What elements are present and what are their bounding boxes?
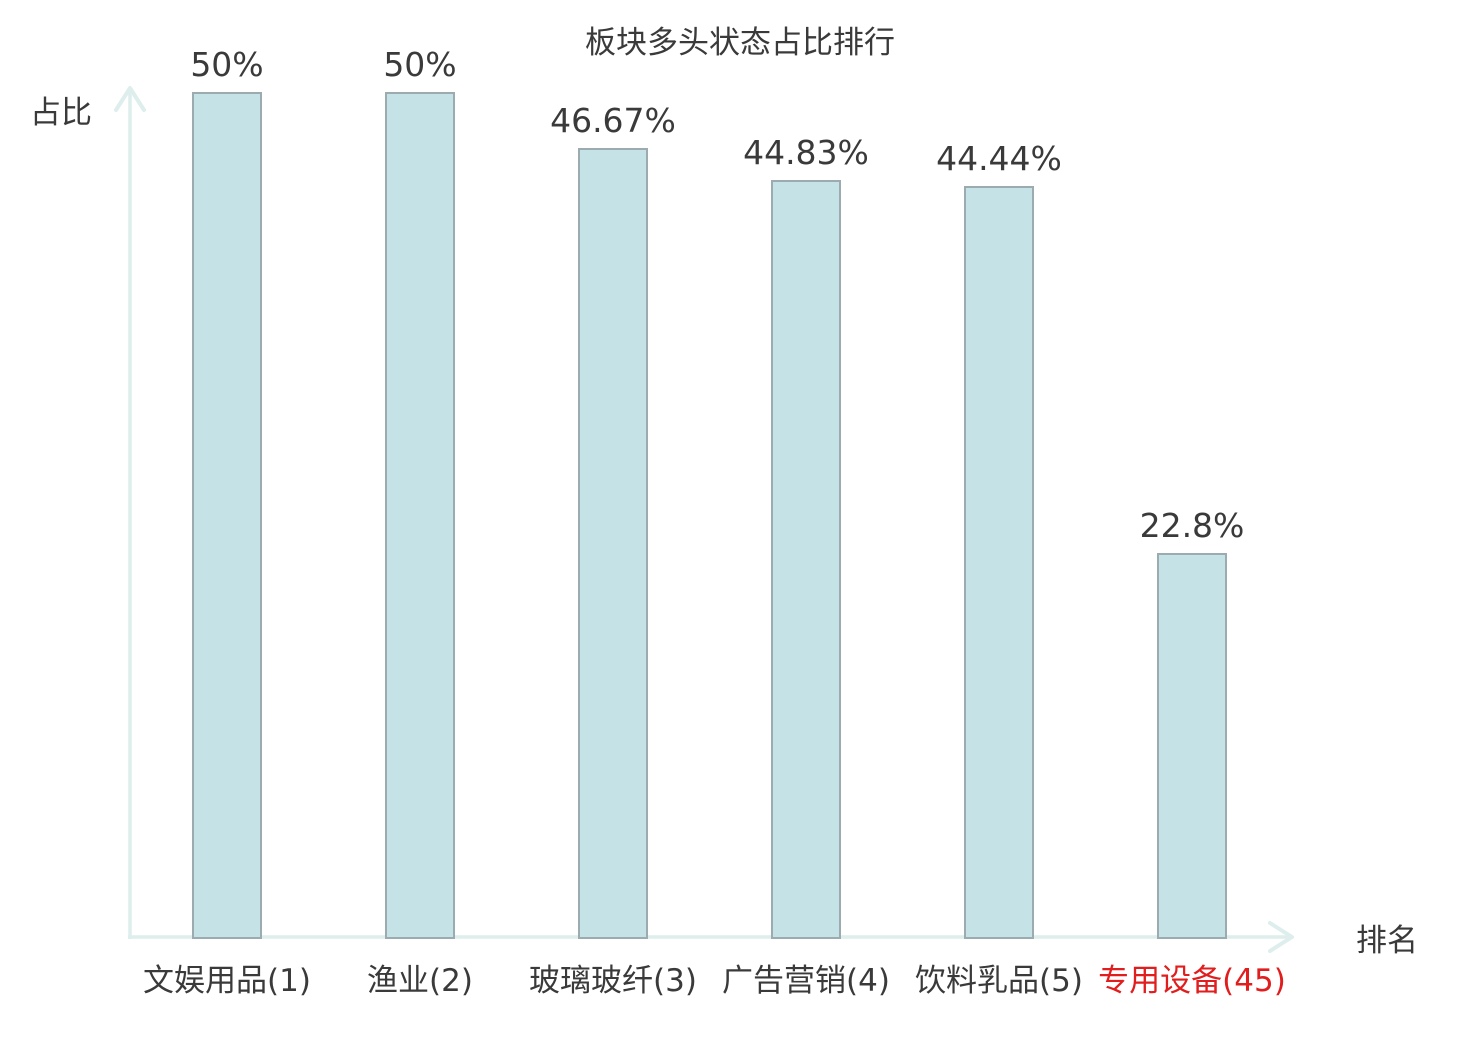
- bar-3: [578, 148, 648, 939]
- category-label-3: 玻璃玻纤(3): [529, 963, 697, 999]
- chart-title: 板块多头状态占比排行: [585, 25, 895, 61]
- bar-5: [964, 186, 1034, 939]
- category-label-2: 渔业(2): [367, 963, 473, 999]
- bar-6: [1157, 553, 1227, 939]
- category-label-5: 饮料乳品(5): [915, 963, 1083, 999]
- x-axis-arrow-icon: [1268, 921, 1294, 953]
- bar-value-label-3: 46.67%: [550, 101, 676, 140]
- category-label-4: 广告营销(4): [722, 963, 890, 999]
- bar-2: [385, 92, 455, 939]
- bar-1: [192, 92, 262, 939]
- x-axis-label: 排名: [1356, 923, 1418, 959]
- bar-value-label-6: 22.8%: [1139, 506, 1245, 545]
- bar-value-label-4: 44.83%: [743, 133, 869, 172]
- category-label-6: 专用设备(45): [1098, 963, 1286, 999]
- category-label-1: 文娱用品(1): [143, 963, 311, 999]
- bar-value-label-5: 44.44%: [936, 139, 1062, 178]
- bar-value-label-1: 50%: [190, 45, 264, 84]
- bar-4: [771, 180, 841, 939]
- y-axis-label: 占比: [30, 95, 92, 131]
- bar-value-label-2: 50%: [383, 45, 457, 84]
- y-axis-arrow-icon: [114, 86, 146, 112]
